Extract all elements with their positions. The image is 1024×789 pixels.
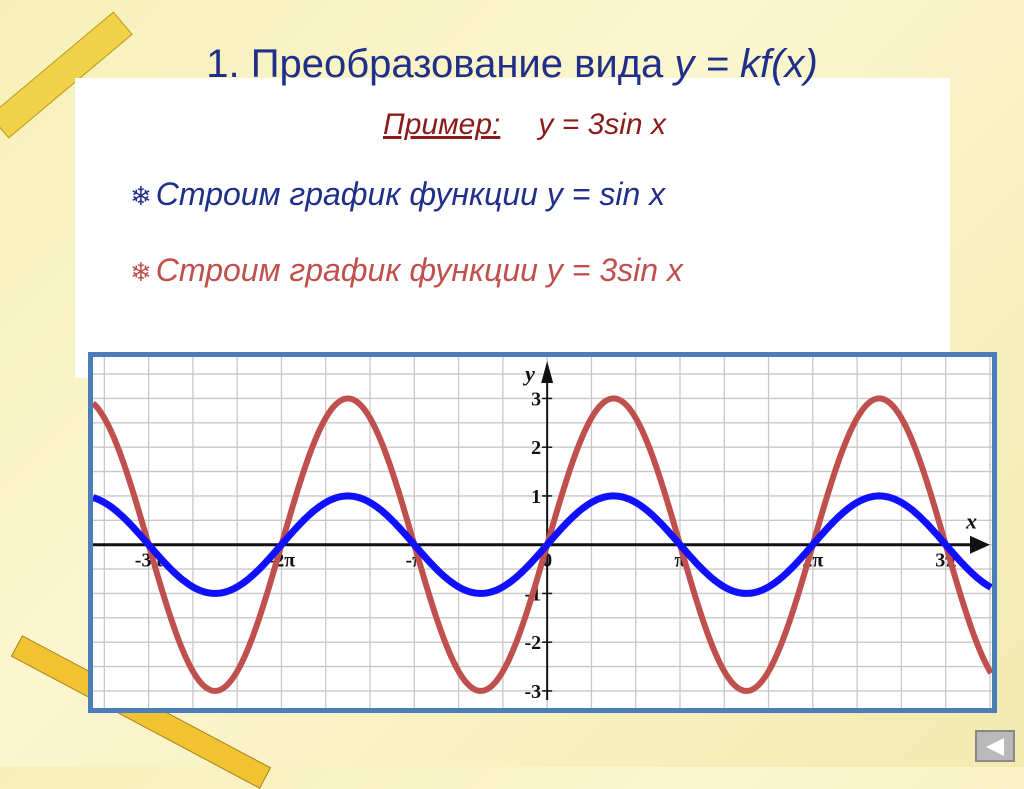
x-axis-label: x <box>965 509 977 534</box>
bullet-sin: ❄ Строим график функции y = sin x <box>130 176 665 213</box>
y-tick-label: 1 <box>531 486 541 508</box>
graph-frame: -3π -2π -π 0 π 2π 3π 3 2 1 -1 -2 -3 x y <box>88 352 997 713</box>
y-tick-label: 2 <box>531 437 541 459</box>
bullet-3sin: ❄ Строим график функции y = 3sin x <box>130 252 683 289</box>
snowflake-icon: ❄ <box>130 257 152 287</box>
example-line: Пример: y = 3sin x <box>383 108 666 142</box>
y-tick-label: -3 <box>524 681 541 703</box>
example-formula: y = 3sin x <box>538 108 666 141</box>
example-label: Пример: <box>383 108 501 141</box>
y-tick-label: 3 <box>531 388 541 410</box>
y-axis-label: y <box>522 361 535 386</box>
snowflake-icon: ❄ <box>130 181 152 211</box>
slide-title: 1. Преобразование вида y = kf(x) <box>206 42 818 86</box>
content-panel <box>75 78 950 378</box>
previous-slide-button[interactable] <box>975 730 1015 762</box>
y-tick-label: -2 <box>524 632 541 654</box>
curve-sin-x <box>93 492 992 597</box>
curve-3sin-x <box>93 395 992 694</box>
bullet-text: Строим график функции y = sin x <box>155 176 666 212</box>
x-tick-label: π <box>675 550 686 572</box>
y-axis-arrow-icon <box>541 361 554 383</box>
x-axis-arrow-icon <box>970 535 990 554</box>
bullet-text: Строим график функции y = 3sin x <box>155 252 683 288</box>
x-tick-label: 0 <box>542 550 552 572</box>
